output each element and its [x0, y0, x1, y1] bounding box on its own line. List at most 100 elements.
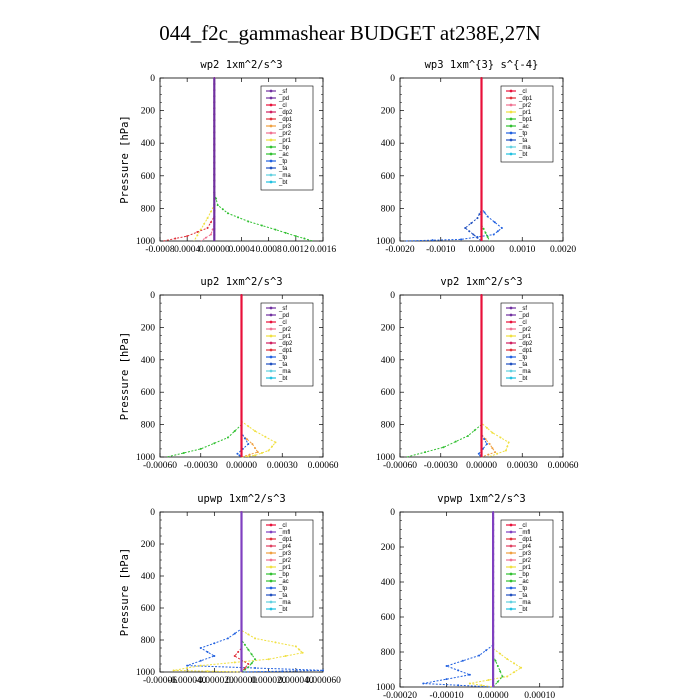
legend-entry: _bt: [278, 607, 288, 613]
series-point: [213, 642, 216, 645]
x-tick-label: 0.00060: [548, 461, 579, 471]
legend-marker: [269, 152, 273, 156]
legend-entry: _dp1: [518, 537, 533, 543]
legend-entry: _pr3: [518, 551, 532, 557]
series-point: [492, 619, 495, 622]
series-point: [213, 137, 216, 140]
legend-entry: _pr3: [278, 551, 292, 557]
series-point: [240, 653, 243, 656]
series-point: [480, 179, 483, 182]
y-tick-label: 600: [381, 613, 396, 623]
series-point: [281, 670, 284, 673]
legend-marker: [269, 124, 273, 128]
series-point: [240, 330, 243, 332]
series-point: [213, 197, 216, 200]
series-point: [480, 432, 483, 434]
series-point: [260, 224, 263, 227]
series-point: [294, 235, 297, 238]
series-point: [478, 654, 481, 657]
legend-marker: [509, 110, 513, 114]
series-point: [492, 667, 495, 670]
series-point: [240, 611, 243, 614]
chart-panel-6: vpwp 1xm^2/s^3 0 200 400 600 800 1000-0.00020 -…: [376, 493, 564, 700]
series-point: [485, 426, 488, 429]
y-tick-label: 0: [390, 291, 395, 301]
y-tick-label: 400: [381, 356, 396, 366]
series-line-tp: [236, 295, 249, 458]
series-point: [431, 239, 434, 242]
legend-marker: [269, 159, 273, 163]
series-point: [480, 312, 483, 314]
y-tick-label: 600: [141, 172, 156, 182]
series-point: [211, 228, 214, 231]
legend-entry: _cl: [278, 320, 287, 326]
series-point: [199, 647, 202, 649]
legend-marker: [269, 327, 273, 331]
series-point: [480, 318, 483, 320]
series-point: [196, 231, 199, 234]
series-point: [480, 95, 483, 98]
series-point: [240, 599, 243, 602]
series-point: [233, 430, 236, 433]
legend-marker: [509, 334, 513, 338]
series-point: [480, 155, 483, 158]
y-tick-label: 800: [381, 421, 396, 431]
legend-entry: _pr2: [518, 558, 532, 564]
series-point: [480, 378, 483, 380]
legend-marker: [509, 523, 513, 527]
series-point: [480, 336, 483, 338]
legend-entry: _tp: [518, 131, 528, 137]
series-point: [172, 669, 175, 672]
legend-marker: [269, 348, 273, 352]
series-point: [240, 318, 243, 320]
series-point: [243, 643, 246, 646]
y-tick-label: 400: [381, 578, 396, 588]
series-point: [492, 643, 495, 646]
legend-entry: _ac: [518, 579, 529, 585]
series-point: [468, 673, 471, 676]
y-tick-label: 600: [141, 604, 156, 614]
series-point: [322, 669, 324, 672]
series-point: [213, 161, 216, 164]
series-point: [240, 312, 243, 314]
series-line-pr1: [173, 512, 304, 673]
series-point: [480, 113, 483, 116]
legend-entry: _tp: [278, 159, 288, 165]
legend-marker: [509, 593, 513, 597]
legend-box: [260, 519, 314, 618]
legend-marker: [509, 558, 513, 562]
legend-marker: [509, 89, 513, 93]
series-point: [480, 227, 483, 230]
x-tick-label: -0.000020: [195, 676, 234, 686]
legend-entry: _bt: [278, 376, 288, 382]
legend-entry: _bt: [518, 607, 528, 613]
legend-marker: [269, 320, 273, 324]
series-point: [492, 613, 495, 616]
legend-entry: _ta: [278, 593, 288, 599]
series-point: [473, 429, 476, 432]
series-point: [240, 336, 243, 338]
panel-title: vpwp 1xm^2/s^3: [437, 493, 526, 505]
series-point: [492, 529, 495, 532]
series-point: [240, 528, 243, 531]
series-point: [240, 617, 243, 620]
x-tick-label: 0.00000: [199, 245, 230, 255]
legend-marker: [269, 369, 273, 373]
series-point: [213, 655, 216, 657]
legend-marker: [269, 334, 273, 338]
series-point: [480, 372, 483, 374]
series-point: [492, 649, 495, 652]
series-point: [492, 631, 495, 634]
series-point: [468, 682, 471, 685]
legend-entry: _ac: [278, 579, 289, 585]
x-tick-label: 0.00000: [226, 461, 257, 471]
legend-marker: [509, 313, 513, 317]
y-tick-label: 800: [381, 648, 396, 658]
series-point: [470, 222, 473, 225]
legend-marker: [269, 145, 273, 149]
legend-entry: _ma: [278, 173, 291, 179]
series-point: [480, 396, 483, 398]
series-point: [496, 452, 499, 455]
series-point: [480, 420, 483, 422]
